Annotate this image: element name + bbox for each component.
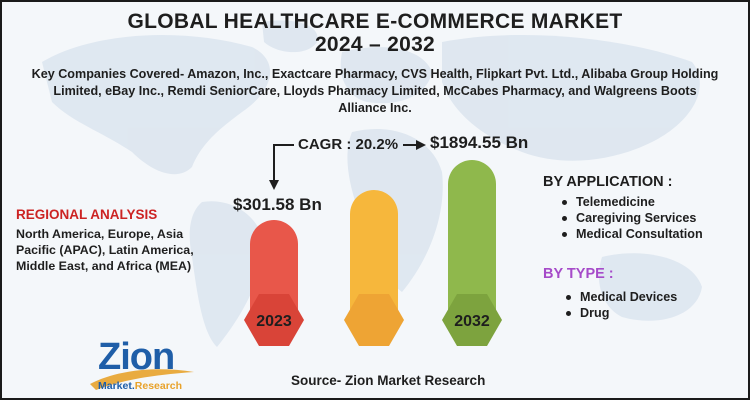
title-line-1: GLOBAL HEALTHCARE E-COMMERCE MARKET (127, 10, 623, 33)
zion-logo: Zion (98, 336, 175, 378)
source-text: Source- Zion Market Research (291, 373, 486, 388)
bar-middle (350, 190, 398, 320)
application-item: Medical Consultation (562, 226, 703, 242)
map-europe (340, 47, 432, 104)
bar-base-2032 (442, 294, 502, 346)
title-line-2: 2024 – 2032 (314, 33, 436, 56)
application-list: Telemedicine Caregiving Services Medical… (562, 194, 703, 242)
map-asia (442, 34, 700, 161)
cagr-arrow-right-head (416, 140, 426, 150)
type-item: Drug (566, 305, 677, 321)
logo-sub-left: Market. (98, 380, 135, 392)
cagr-arrow-down-head (269, 180, 279, 190)
application-item: Caregiving Services (562, 210, 703, 226)
bar-base-2023 (244, 294, 304, 346)
regional-analysis-heading: REGIONAL ANALYSIS (16, 207, 158, 222)
zion-logo-swoosh (90, 369, 194, 390)
by-application-heading: BY APPLICATION : (543, 174, 673, 190)
map-south-america (189, 201, 264, 347)
cagr-label: CAGR : 20.2% (298, 136, 399, 153)
cagr-arrows (269, 140, 426, 190)
by-type-heading: BY TYPE : (543, 266, 614, 282)
bar-base-middle (344, 294, 404, 346)
category-label-2023: 2023 (256, 313, 292, 330)
regional-analysis-text: North America, Europe, Asia Pacific (APA… (16, 227, 194, 273)
logo-sub-right: Research (134, 380, 183, 392)
data-label-2023: $301.58 Bn (233, 195, 322, 214)
bar-2032 (448, 160, 496, 320)
page-title: GLOBAL HEALTHCARE E-COMMERCE MARKET 2024… (2, 10, 748, 56)
zion-logo-subtitle: Market.Research (98, 380, 182, 392)
map-north-america (42, 35, 271, 175)
type-item: Medical Devices (566, 289, 677, 305)
application-item: Telemedicine (562, 194, 703, 210)
key-companies-text: Key Companies Covered- Amazon, Inc., Exa… (31, 67, 719, 115)
type-list: Medical Devices Drug (566, 289, 677, 321)
map-greenland (262, 20, 318, 53)
category-label-2032: 2032 (454, 313, 490, 330)
data-label-2032: $1894.55 Bn (430, 133, 529, 152)
map-australia (598, 253, 702, 321)
